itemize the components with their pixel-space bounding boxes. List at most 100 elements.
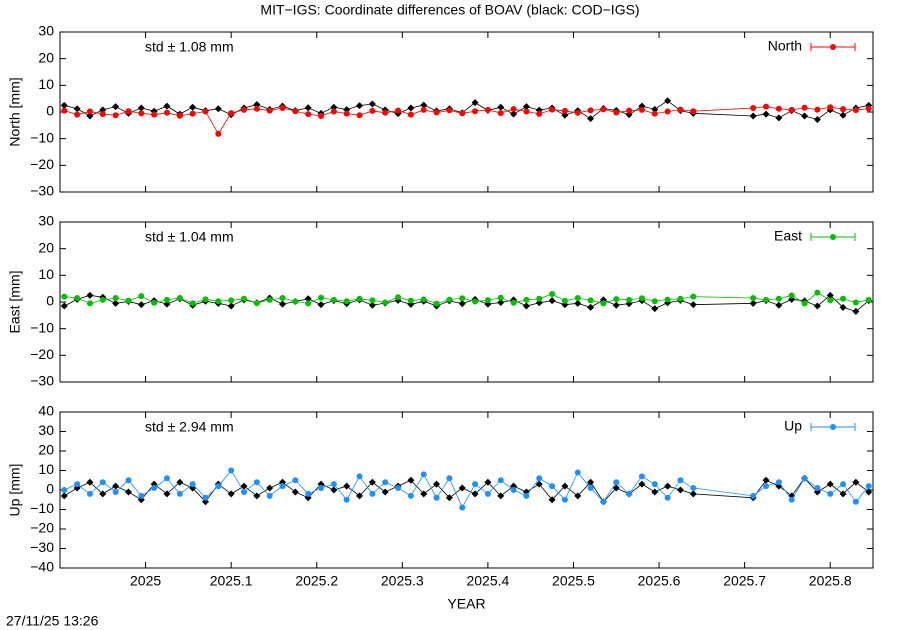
marker: [536, 110, 543, 117]
marker: [561, 107, 568, 114]
marker: [523, 108, 530, 115]
marker: [369, 490, 376, 497]
marker: [189, 110, 196, 117]
marker: [253, 479, 260, 486]
marker: [279, 295, 286, 301]
marker: [433, 300, 440, 307]
marker: [801, 300, 808, 307]
marker: [292, 298, 299, 305]
marker: [60, 492, 68, 500]
marker: [775, 295, 782, 302]
marker: [420, 471, 427, 478]
marker: [368, 100, 376, 108]
marker: [574, 469, 581, 476]
legend-marker: [830, 44, 836, 50]
marker: [125, 108, 132, 115]
marker: [445, 494, 453, 502]
y-tick-label: −20: [30, 156, 54, 172]
y-tick-label: 20: [38, 239, 54, 255]
marker: [74, 481, 81, 488]
x-axis-label: YEAR: [447, 596, 485, 612]
timestamp: 27/11/25 13:26: [6, 613, 99, 629]
y-tick-label: 20: [38, 442, 54, 458]
marker: [801, 475, 808, 482]
marker: [613, 479, 620, 486]
marker: [651, 488, 659, 496]
marker: [99, 490, 107, 498]
marker: [484, 297, 491, 304]
marker: [99, 106, 107, 114]
marker: [840, 481, 847, 488]
annotation: std ± 2.94 mm: [145, 419, 234, 435]
marker: [420, 296, 427, 303]
plot-frame: [59, 31, 874, 193]
marker: [163, 300, 171, 308]
marker: [690, 108, 697, 115]
marker: [86, 108, 93, 115]
marker: [356, 102, 364, 110]
marker: [523, 492, 530, 499]
y-tick-label: −10: [30, 129, 54, 145]
marker: [305, 490, 312, 497]
y-tick-label: −40: [30, 559, 54, 575]
marker: [651, 110, 658, 117]
marker: [826, 480, 834, 488]
marker: [626, 296, 633, 303]
marker: [788, 496, 795, 503]
x-tick-label: 2025.8: [809, 573, 852, 589]
marker: [330, 108, 337, 115]
marker: [763, 103, 770, 110]
marker: [763, 483, 770, 490]
marker: [176, 490, 183, 497]
marker: [561, 297, 568, 304]
x-tick-label: 2025: [130, 573, 161, 589]
annotation: std ± 1.08 mm: [145, 39, 234, 55]
marker: [330, 486, 338, 494]
marker: [651, 305, 659, 313]
marker: [613, 109, 620, 116]
marker: [368, 301, 376, 309]
legend-label: Up: [784, 418, 802, 434]
x-tick-label: 2025.5: [552, 573, 595, 589]
marker: [638, 473, 645, 480]
marker: [382, 299, 389, 306]
marker: [356, 492, 364, 500]
marker: [497, 294, 504, 301]
marker: [446, 107, 453, 114]
marker: [292, 477, 299, 484]
marker: [587, 485, 594, 492]
marker: [227, 302, 235, 310]
marker: [458, 300, 466, 308]
marker: [561, 111, 569, 119]
marker: [343, 482, 351, 490]
marker: [852, 307, 860, 315]
y-axis-label: East [mm]: [7, 270, 23, 333]
marker: [651, 298, 658, 305]
marker: [587, 478, 595, 486]
legend-label: North: [768, 38, 802, 54]
marker: [202, 494, 209, 501]
x-tick-label: 2025.1: [210, 573, 253, 589]
marker: [827, 490, 834, 497]
y-tick-label: 0: [46, 103, 54, 119]
marker: [510, 110, 518, 118]
marker: [750, 295, 757, 301]
marker: [689, 490, 697, 498]
marker: [343, 298, 350, 305]
y-tick-label: 30: [38, 213, 54, 229]
marker: [215, 130, 222, 137]
marker: [664, 108, 671, 115]
marker: [689, 301, 697, 309]
marker: [253, 101, 261, 109]
marker: [446, 475, 453, 482]
y-tick-label: 10: [38, 76, 54, 92]
marker: [827, 104, 834, 111]
marker: [612, 301, 620, 309]
marker: [677, 106, 684, 113]
marker: [651, 481, 658, 488]
marker: [865, 296, 872, 303]
marker: [253, 300, 260, 307]
marker: [381, 488, 389, 496]
marker: [664, 494, 671, 501]
